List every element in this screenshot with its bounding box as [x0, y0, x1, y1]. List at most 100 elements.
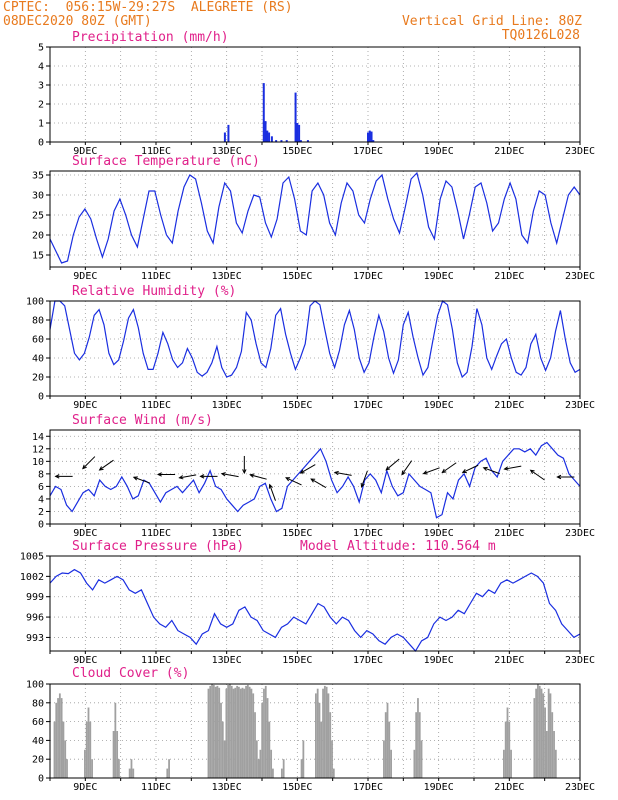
x-tick-label: 15DEC [282, 655, 312, 666]
cloud-bar [166, 768, 169, 778]
x-tick-label: 19DEC [424, 271, 454, 282]
header-station: CPTEC: 056:15W-29:27S ALEGRETE (RS) [3, 0, 293, 15]
panel-rh: 0 20 40 60 80 100 9DEC 11DEC 13DEC 15DEC 17DEC 19DE… [26, 284, 595, 411]
cloud-bar [318, 702, 321, 778]
wind-vector-shaft [483, 467, 500, 475]
precip-bar [280, 140, 283, 142]
cloud-bar [221, 721, 224, 778]
wind-vector-head [482, 466, 488, 472]
cloud-bar [66, 759, 68, 778]
wind-vector-head [299, 469, 305, 474]
wind-vector-shaft [250, 474, 267, 480]
y-tick-label: 100 [26, 297, 44, 308]
cloud-bar [547, 688, 550, 778]
y-tick-label: 2 [38, 507, 44, 518]
precip-bar [275, 140, 278, 142]
cloud-bar [209, 685, 212, 778]
y-tick-label: 35 [32, 171, 44, 182]
panel-temp: 15 20 25 30 35 9DEC 11DEC 13DEC 15DEC 17DEC 19DEC 2… [32, 154, 595, 282]
wind-vector [360, 470, 368, 488]
cloud-bar [384, 712, 387, 778]
y-tick-label: 0 [38, 138, 44, 149]
wind-vector [156, 472, 176, 477]
y-tick-label: 993 [26, 633, 44, 644]
precip-bar [368, 130, 371, 142]
cloud-bar [325, 686, 328, 778]
cloud-bar [268, 721, 271, 778]
cloud-bar [238, 686, 240, 778]
y-tick-label: 100 [26, 680, 44, 691]
x-tick-label: 21DEC [494, 782, 524, 793]
cloud-bar [243, 688, 246, 778]
y-tick-label: 40 [32, 736, 44, 747]
wind-vector-head [401, 470, 406, 476]
wind-vector [220, 472, 239, 478]
x-tick-label: 17DEC [353, 146, 383, 157]
y-tick-label: 4 [38, 494, 44, 505]
panel-title: Surface Wind (m/s) [72, 413, 213, 428]
x-tick-label: 11DEC [141, 400, 171, 411]
wind-vector [132, 476, 151, 484]
plot-frame [49, 46, 581, 143]
cloud-bar [254, 712, 256, 778]
wind-vector-head [441, 468, 447, 474]
cloud-bar [128, 768, 131, 778]
cloud-bar [250, 688, 253, 778]
x-tick-label: 23DEC [565, 655, 595, 666]
x-tick-label: 17DEC [353, 271, 383, 282]
x-tick-label: 21DEC [494, 271, 524, 282]
cloud-bar [327, 693, 330, 778]
wind-vector [242, 455, 247, 475]
cloud-bar [417, 698, 419, 778]
cloud-bar [533, 698, 536, 778]
x-tick-label: 23DEC [565, 146, 595, 157]
cloud-bar [390, 749, 392, 778]
x-tick-label: 17DEC [353, 400, 383, 411]
cloud-bar [554, 749, 557, 778]
cloud-bar [537, 684, 539, 778]
cloud-bar [130, 759, 133, 778]
cloud-bar [503, 749, 505, 778]
cloud-bar [84, 749, 86, 778]
wind-vector [441, 462, 457, 474]
cloud-bar [415, 712, 418, 778]
cloud-bar [239, 688, 242, 778]
y-tick-label: 1 [38, 119, 44, 130]
cloud-bar [234, 687, 237, 778]
wind-vector-shaft [385, 458, 400, 471]
cloud-bar [506, 707, 509, 778]
panel-subtitle: Model Altitude: 110.564 m [300, 539, 496, 554]
cloud-bar [212, 684, 215, 778]
x-tick-label: 17DEC [353, 782, 383, 793]
wind-vector [285, 477, 302, 486]
y-tick-label: 4 [38, 62, 44, 73]
y-tick-label: 996 [26, 613, 44, 624]
y-tick-label: 15 [32, 251, 44, 262]
cloud-bar [549, 693, 552, 778]
x-tick-label: 11DEC [141, 146, 171, 157]
plot-frame [49, 683, 581, 779]
cloud-bar [252, 693, 255, 778]
x-tick-label: 21DEC [494, 400, 524, 411]
y-tick-label: 20 [32, 231, 44, 242]
cloud-bar [323, 685, 326, 778]
x-tick-label: 21DEC [494, 528, 524, 539]
cloud-bar [383, 740, 385, 778]
y-tick-label: 5 [38, 43, 44, 54]
wind-vector-shaft [82, 456, 96, 469]
x-tick-label: 19DEC [424, 655, 454, 666]
x-tick-label: 9DEC [73, 655, 97, 666]
wind-vector [401, 460, 413, 476]
wind-vector [556, 474, 575, 480]
cloud-bar [211, 684, 213, 778]
cloud-bar [413, 749, 416, 778]
header-model-id: TQ0126L028 [501, 28, 580, 43]
cloud-bar [85, 721, 88, 778]
x-tick-label: 23DEC [565, 528, 595, 539]
pressure-series-line [49, 568, 581, 653]
cloud-bar [540, 688, 543, 778]
cloud-bar [266, 698, 269, 778]
x-tick-label: 23DEC [565, 271, 595, 282]
panel-precip: 0 1 2 3 4 5 9DEC 11DEC 13DEC 15DEC 17DEC 19DEC 21DEC… [38, 30, 595, 157]
